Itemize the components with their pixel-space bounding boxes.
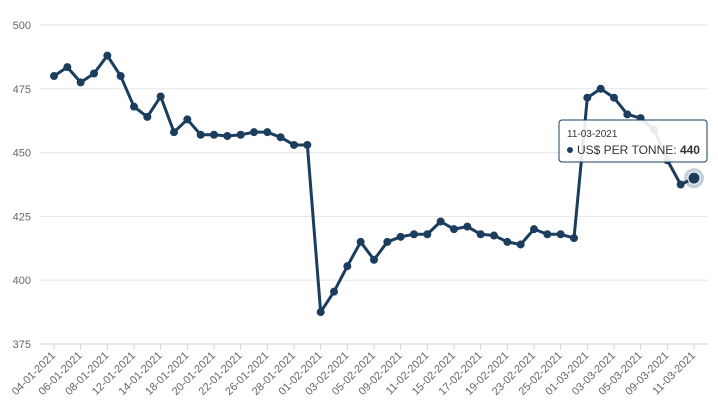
y-tick-label: 475 xyxy=(13,84,31,96)
data-point xyxy=(530,225,538,234)
data-point xyxy=(303,140,312,149)
data-point xyxy=(210,130,218,139)
data-point xyxy=(410,230,418,239)
y-tick-label: 500 xyxy=(13,20,31,32)
data-point xyxy=(583,93,592,102)
data-point xyxy=(503,237,512,246)
tooltip-box xyxy=(558,119,708,163)
data-point xyxy=(130,102,138,111)
tooltip-separator: : xyxy=(673,143,680,157)
tooltip-series-name: US$ PER TONNE xyxy=(577,143,673,157)
tooltip-bullet xyxy=(567,147,573,153)
data-point xyxy=(610,93,618,102)
tooltip-value: 440 xyxy=(680,143,700,157)
data-point xyxy=(463,222,472,231)
data-point xyxy=(116,72,125,81)
data-point xyxy=(356,237,365,246)
data-point xyxy=(90,69,98,78)
data-point xyxy=(570,234,578,243)
data-point xyxy=(290,140,298,149)
data-point xyxy=(143,112,152,121)
y-tick-label: 400 xyxy=(13,275,31,287)
data-point xyxy=(596,84,605,93)
y-tick-label: 425 xyxy=(13,211,31,223)
data-point xyxy=(76,78,85,87)
data-point xyxy=(250,128,258,137)
data-point xyxy=(236,130,245,139)
data-point xyxy=(543,230,552,239)
data-point xyxy=(490,231,498,240)
data-point xyxy=(383,237,392,246)
data-point xyxy=(343,262,352,271)
tooltip-text: US$ PER TONNE: 440 xyxy=(577,143,700,157)
data-point xyxy=(436,217,445,226)
data-point xyxy=(556,230,565,239)
tooltip-date: 11-03-2021 xyxy=(567,129,618,140)
data-point xyxy=(196,130,205,139)
data-point xyxy=(676,180,685,189)
data-point xyxy=(276,133,285,142)
data-point xyxy=(450,225,458,234)
data-point xyxy=(423,230,432,239)
data-point xyxy=(63,63,72,72)
data-point xyxy=(396,232,405,241)
series-line xyxy=(53,54,695,314)
data-point xyxy=(623,110,632,119)
y-tick-label: 450 xyxy=(13,148,31,160)
data-point xyxy=(316,308,325,317)
data-point xyxy=(516,240,525,249)
tooltip: 11-03-2021 US$ PER TONNE: 440 xyxy=(558,119,708,163)
data-point xyxy=(170,128,178,137)
data-point xyxy=(330,287,338,296)
data-point xyxy=(50,72,58,81)
data-point xyxy=(183,115,192,124)
data-point xyxy=(223,132,232,141)
data-point xyxy=(263,128,272,137)
data-point xyxy=(476,230,485,239)
hover-point xyxy=(687,171,701,185)
data-point xyxy=(103,51,112,60)
y-tick-label: 375 xyxy=(13,339,31,351)
data-point xyxy=(156,92,165,101)
data-point xyxy=(370,255,378,264)
